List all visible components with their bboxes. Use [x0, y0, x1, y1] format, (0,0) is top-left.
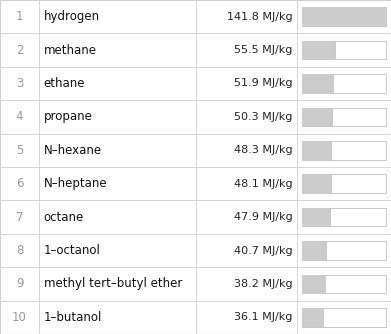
Text: 4: 4	[16, 111, 23, 123]
Text: N–heptane: N–heptane	[44, 177, 108, 190]
Text: hydrogen: hydrogen	[44, 10, 100, 23]
Bar	[302, 108, 386, 126]
Bar	[302, 174, 386, 193]
Text: 141.8 MJ/kg: 141.8 MJ/kg	[227, 12, 292, 22]
Text: 47.9 MJ/kg: 47.9 MJ/kg	[234, 212, 292, 222]
Bar	[302, 41, 335, 59]
Bar	[302, 41, 386, 59]
Text: 51.9 MJ/kg: 51.9 MJ/kg	[234, 78, 292, 89]
Bar	[302, 241, 326, 260]
Text: 10: 10	[12, 311, 27, 324]
Bar	[302, 308, 386, 327]
Bar	[302, 275, 386, 293]
Text: 50.3 MJ/kg: 50.3 MJ/kg	[234, 112, 292, 122]
Text: methane: methane	[44, 44, 97, 56]
Bar	[302, 7, 386, 26]
Text: 55.5 MJ/kg: 55.5 MJ/kg	[234, 45, 292, 55]
Text: N–hexane: N–hexane	[44, 144, 102, 157]
Bar	[302, 241, 386, 260]
Text: ethane: ethane	[44, 77, 85, 90]
Bar	[302, 74, 333, 93]
Text: 5: 5	[16, 144, 23, 157]
Text: octane: octane	[44, 211, 84, 223]
Bar	[302, 141, 386, 160]
Text: 6: 6	[16, 177, 23, 190]
Text: 9: 9	[16, 278, 23, 290]
Text: 3: 3	[16, 77, 23, 90]
Bar	[302, 208, 386, 226]
Text: 48.1 MJ/kg: 48.1 MJ/kg	[234, 179, 292, 189]
Text: 1: 1	[16, 10, 23, 23]
Bar	[302, 308, 323, 327]
Bar	[302, 141, 331, 160]
Text: 1–octanol: 1–octanol	[44, 244, 100, 257]
Text: 40.7 MJ/kg: 40.7 MJ/kg	[234, 245, 292, 256]
Bar	[302, 74, 386, 93]
Text: 48.3 MJ/kg: 48.3 MJ/kg	[234, 145, 292, 155]
Text: propane: propane	[44, 111, 93, 123]
Text: 1–butanol: 1–butanol	[44, 311, 102, 324]
Bar	[302, 275, 325, 293]
Text: 38.2 MJ/kg: 38.2 MJ/kg	[234, 279, 292, 289]
Bar	[302, 174, 330, 193]
Text: methyl tert–butyl ether: methyl tert–butyl ether	[44, 278, 182, 290]
Bar	[302, 208, 330, 226]
Text: 36.1 MJ/kg: 36.1 MJ/kg	[234, 312, 292, 322]
Text: 8: 8	[16, 244, 23, 257]
Bar	[302, 108, 332, 126]
Text: 2: 2	[16, 44, 23, 56]
Text: 7: 7	[16, 211, 23, 223]
Bar	[302, 7, 386, 26]
